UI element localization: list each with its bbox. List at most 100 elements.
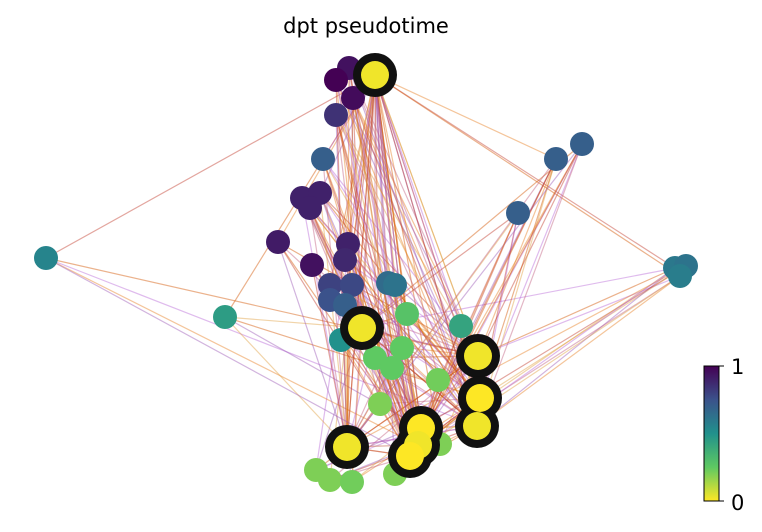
highlighted-point xyxy=(361,61,389,89)
trajectory-edge xyxy=(374,74,479,357)
trajectory-edge xyxy=(374,74,411,457)
trajectory-edge xyxy=(387,282,481,399)
trajectory-edge xyxy=(45,257,419,446)
trajectory-edge xyxy=(335,114,478,427)
trajectory-edge xyxy=(374,74,676,269)
trajectory-edge xyxy=(335,79,422,429)
cell-point xyxy=(668,264,692,288)
trajectory-edge xyxy=(409,267,676,457)
trajectory-edge xyxy=(374,74,411,457)
trajectory-edge xyxy=(352,97,422,429)
trajectory-edge xyxy=(348,67,422,429)
trajectory-edge xyxy=(374,74,389,284)
trajectory-edge xyxy=(374,74,681,277)
trajectory-edge xyxy=(335,79,481,399)
trajectory-edge xyxy=(361,74,376,329)
trajectory-edge xyxy=(374,74,479,357)
trajectory-edge xyxy=(479,265,687,399)
trajectory-edge xyxy=(348,67,478,427)
cell-point xyxy=(395,302,419,326)
trajectory-edge xyxy=(417,143,583,446)
cell-point xyxy=(311,147,335,171)
trajectory-edge xyxy=(45,74,376,259)
trajectory-edge xyxy=(348,67,479,357)
trajectory-edge xyxy=(374,74,419,446)
cell-point xyxy=(570,132,594,156)
trajectory-edge xyxy=(346,74,376,448)
highlighted-cell-points xyxy=(325,53,502,478)
trajectory-edge xyxy=(335,79,478,427)
trajectory-edge xyxy=(374,74,403,349)
trajectory-edge xyxy=(409,158,557,457)
cell-point xyxy=(333,248,357,272)
colorbar-tick-min: 0 xyxy=(731,491,744,515)
highlighted-point xyxy=(464,342,492,370)
trajectory-edge xyxy=(335,114,422,429)
cell-point xyxy=(340,273,364,297)
trajectory-edge xyxy=(477,267,676,357)
trajectory-edge xyxy=(346,97,354,448)
cell-point xyxy=(449,314,473,338)
trajectory-edge xyxy=(45,257,478,427)
trajectory-edge xyxy=(315,74,376,471)
trajectory-edge xyxy=(346,355,479,448)
trajectory-edges xyxy=(45,67,687,483)
trajectory-edge xyxy=(374,74,393,369)
trajectory-edge xyxy=(477,143,583,357)
trajectory-edge xyxy=(361,327,478,427)
trajectory-edge xyxy=(335,114,411,457)
trajectory-edge xyxy=(301,197,478,427)
cell-point xyxy=(544,147,568,171)
highlighted-point xyxy=(333,433,361,461)
trajectory-edge xyxy=(335,114,481,399)
trajectory-edge xyxy=(224,316,363,329)
trajectory-edge xyxy=(315,327,363,471)
trajectory-edge xyxy=(361,74,376,329)
trajectory-edge xyxy=(374,74,419,446)
trajectory-edge xyxy=(322,158,419,446)
trajectory-edge xyxy=(301,197,348,448)
cell-point xyxy=(341,86,365,110)
trajectory-edge xyxy=(346,313,408,448)
trajectory-edge xyxy=(347,243,422,429)
trajectory-edge xyxy=(417,158,557,446)
cell-point xyxy=(298,196,322,220)
colorbar: 1 0 xyxy=(703,355,744,515)
trajectory-edge xyxy=(335,114,479,357)
trajectory-edge xyxy=(374,74,557,160)
trajectory-edge xyxy=(224,316,348,448)
trajectory-edge xyxy=(476,143,583,427)
trajectory-edge xyxy=(352,97,479,357)
trajectory-edge xyxy=(477,275,681,357)
cell-point xyxy=(368,392,392,416)
trajectory-edge xyxy=(335,79,479,357)
trajectory-edge xyxy=(374,74,408,315)
trajectory-edge xyxy=(351,74,376,483)
highlighted-point xyxy=(396,442,424,470)
trajectory-edge xyxy=(301,197,481,399)
trajectory-edge xyxy=(351,284,481,399)
trajectory-edge xyxy=(352,97,478,427)
trajectory-edge xyxy=(45,257,411,457)
trajectory-edge xyxy=(476,275,681,427)
cell-point xyxy=(390,336,414,360)
trajectory-edge xyxy=(374,74,422,429)
trajectory-edge xyxy=(322,158,422,429)
trajectory-edge xyxy=(374,74,396,286)
trajectory-edge xyxy=(477,158,557,357)
cell-point xyxy=(340,470,364,494)
trajectory-edge xyxy=(329,74,376,286)
trajectory-edge xyxy=(348,67,419,446)
cell-point xyxy=(383,273,407,297)
cell-point xyxy=(213,305,237,329)
trajectory-edge xyxy=(335,79,419,446)
highlighted-point xyxy=(463,412,491,440)
cell-point xyxy=(426,368,450,392)
chart-title: dpt pseudotime xyxy=(283,14,449,38)
trajectory-edge xyxy=(348,67,481,399)
cell-point xyxy=(324,68,348,92)
cell-point xyxy=(506,201,530,225)
trajectory-edge xyxy=(309,207,348,448)
trajectory-edge xyxy=(311,264,348,448)
